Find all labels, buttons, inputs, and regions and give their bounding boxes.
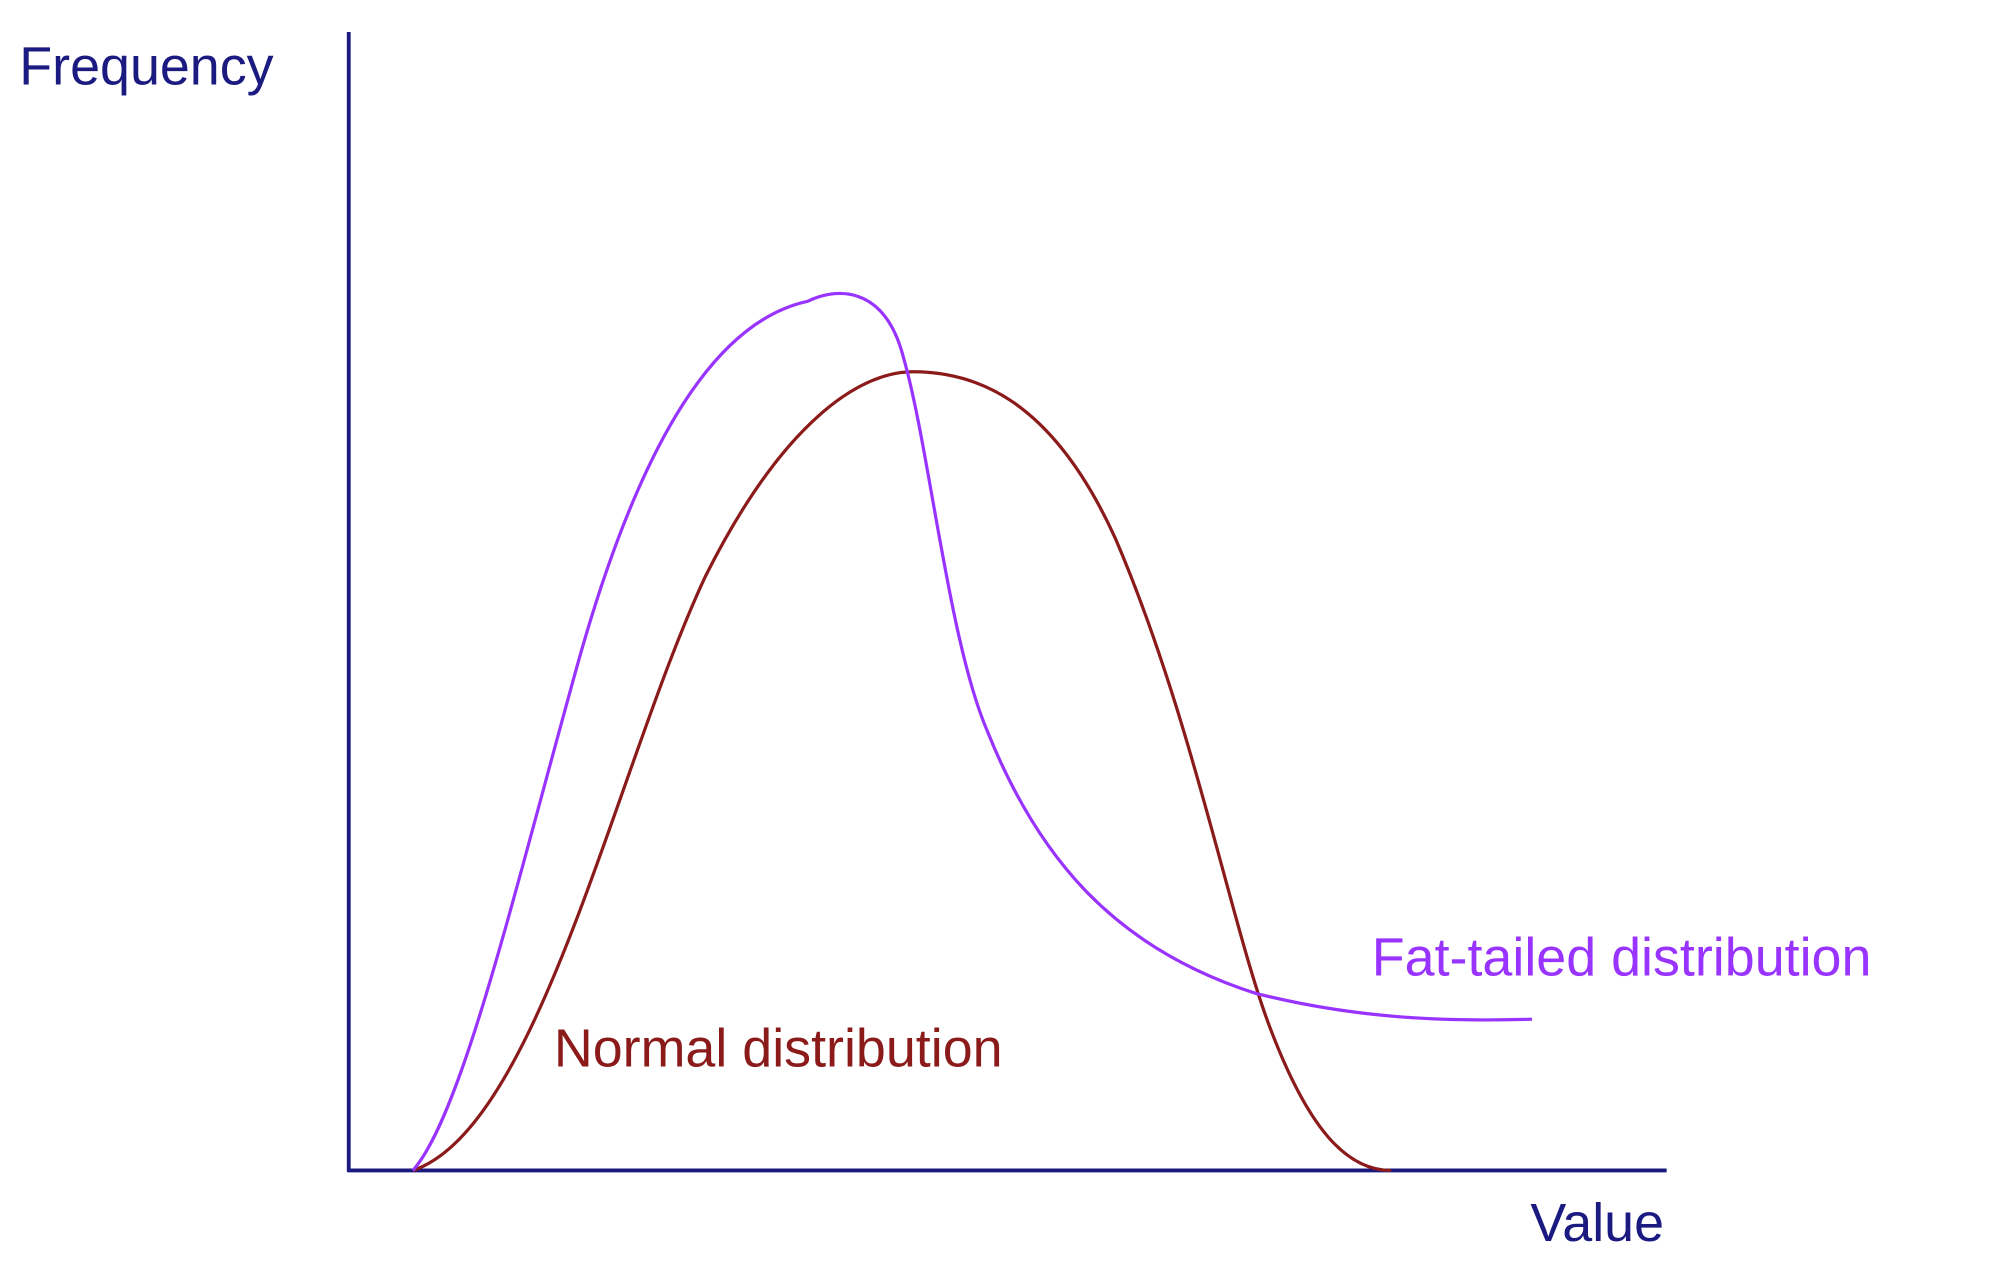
fat-tailed-label: Fat-tailed distribution — [1372, 928, 1872, 988]
x-axis-label: Value — [1530, 1193, 1664, 1253]
fat-tailed-curve — [411, 291, 1533, 1172]
normal-label: Normal distribution — [554, 1019, 1003, 1079]
normal-curve — [412, 370, 1392, 1173]
y-axis-label: Frequency — [19, 37, 273, 97]
